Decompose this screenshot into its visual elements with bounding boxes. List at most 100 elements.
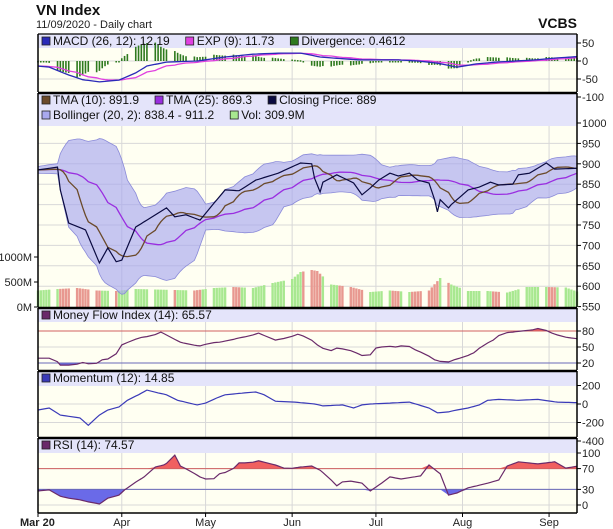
volume-bar bbox=[511, 290, 514, 307]
divergence-bar bbox=[380, 61, 383, 63]
volume-bar bbox=[254, 287, 258, 307]
volume-bar bbox=[293, 276, 297, 307]
volume-bar bbox=[517, 289, 520, 307]
divergence-bar bbox=[243, 56, 246, 61]
volume-bar bbox=[145, 289, 149, 307]
divergence-bar bbox=[333, 61, 335, 66]
divergence-bar bbox=[414, 61, 416, 63]
legend-band bbox=[38, 308, 577, 322]
legend-swatch bbox=[41, 95, 51, 105]
volume-bar bbox=[335, 285, 339, 307]
volume-bar bbox=[159, 289, 163, 307]
divergence-bar bbox=[45, 61, 48, 63]
volume-bar bbox=[411, 291, 414, 307]
legend-label: MACD (26, 12): 12.19 bbox=[53, 34, 170, 48]
divergence-bar bbox=[336, 61, 338, 66]
volume-bar bbox=[469, 291, 473, 307]
volume-bar bbox=[276, 281, 280, 307]
divergence-bar bbox=[498, 57, 500, 61]
volume-bar bbox=[458, 287, 461, 307]
divergence-bar bbox=[310, 61, 313, 66]
volume-bar bbox=[433, 284, 436, 307]
divergence-bar bbox=[263, 57, 266, 61]
legend-band bbox=[38, 34, 577, 48]
volume-bar bbox=[310, 270, 313, 307]
volume-bar bbox=[126, 289, 129, 307]
divergence-bar bbox=[65, 61, 67, 73]
y-tick-label: 80 bbox=[582, 326, 594, 338]
macd-line bbox=[37, 52, 578, 83]
legend-label: Bollinger (20, 2): 838.4 - 911.2 bbox=[53, 108, 215, 122]
divergence-bar bbox=[397, 61, 400, 63]
volume-bar bbox=[274, 282, 277, 307]
volume-bar bbox=[528, 287, 531, 307]
panel-rsi: 100 70 30 0 RSI (14): 74.57 bbox=[37, 438, 600, 513]
tma-10-line bbox=[37, 165, 578, 258]
volume-bar bbox=[75, 288, 79, 307]
volume-bar bbox=[341, 285, 344, 307]
divergence-bar bbox=[238, 55, 240, 61]
divergence-bar bbox=[42, 61, 45, 63]
divergence-bar bbox=[528, 58, 531, 61]
volume-bar bbox=[547, 287, 551, 307]
divergence-bar bbox=[199, 56, 201, 61]
y-tick-label: 950 bbox=[582, 138, 600, 150]
y-tick-label: 50 bbox=[582, 38, 594, 50]
divergence-bar bbox=[118, 61, 120, 63]
volume-bar bbox=[332, 284, 336, 307]
volume-bar bbox=[391, 290, 394, 307]
volume-bar bbox=[302, 271, 305, 307]
volume-bar bbox=[438, 278, 442, 307]
volume-tick-label: 0M bbox=[17, 302, 32, 314]
y-tick-label: 1000 bbox=[582, 118, 606, 130]
divergence-bar bbox=[567, 57, 570, 61]
volume-bar bbox=[98, 290, 101, 307]
volume-bar bbox=[59, 288, 62, 307]
volume-bar bbox=[204, 289, 207, 307]
volume-tick-label: 1000M bbox=[0, 252, 32, 264]
divergence-bar bbox=[355, 61, 358, 65]
divergence-bar bbox=[165, 49, 168, 61]
volume-bar bbox=[240, 287, 244, 307]
volume-bar bbox=[184, 290, 188, 307]
volume-bar bbox=[78, 288, 82, 307]
divergence-bar bbox=[271, 57, 274, 61]
volume-bar bbox=[299, 272, 302, 307]
divergence-bar bbox=[478, 58, 481, 61]
divergence-bar bbox=[282, 59, 285, 61]
divergence-bar bbox=[143, 43, 145, 61]
divergence-bar bbox=[352, 61, 355, 66]
divergence-bar bbox=[372, 61, 374, 63]
divergence-bar bbox=[294, 59, 296, 62]
volume-bar bbox=[349, 287, 352, 307]
legend-label: RSI (14): 74.57 bbox=[53, 438, 135, 452]
volume-bar bbox=[369, 292, 372, 307]
legend-band bbox=[38, 93, 577, 126]
divergence-bar bbox=[495, 57, 497, 61]
divergence-bar bbox=[316, 61, 319, 67]
volume-bar bbox=[103, 290, 107, 307]
y-tick-label: 0 bbox=[582, 500, 588, 512]
volume-bar bbox=[182, 290, 185, 307]
volume-bar bbox=[360, 289, 364, 307]
divergence-bar bbox=[157, 44, 159, 61]
y-tick-label: 550 bbox=[582, 302, 600, 314]
volume-bar bbox=[371, 291, 375, 307]
volume-bar bbox=[198, 289, 202, 307]
divergence-bar bbox=[154, 42, 157, 61]
divergence-bar bbox=[196, 57, 198, 61]
brand-label: VCBS bbox=[538, 15, 577, 31]
volume-bar bbox=[478, 291, 481, 307]
volume-bar bbox=[195, 290, 199, 307]
divergence-bar bbox=[511, 57, 514, 61]
y-tick-label: 650 bbox=[582, 261, 600, 273]
volume-bar bbox=[232, 287, 235, 307]
divergence-bar bbox=[62, 61, 64, 73]
volume-bar bbox=[531, 287, 534, 307]
divergence-bar bbox=[391, 61, 394, 63]
divergence-bar bbox=[59, 61, 62, 72]
divergence-bar bbox=[313, 61, 316, 67]
volume-bar bbox=[64, 288, 68, 307]
legend-swatch bbox=[41, 36, 51, 46]
